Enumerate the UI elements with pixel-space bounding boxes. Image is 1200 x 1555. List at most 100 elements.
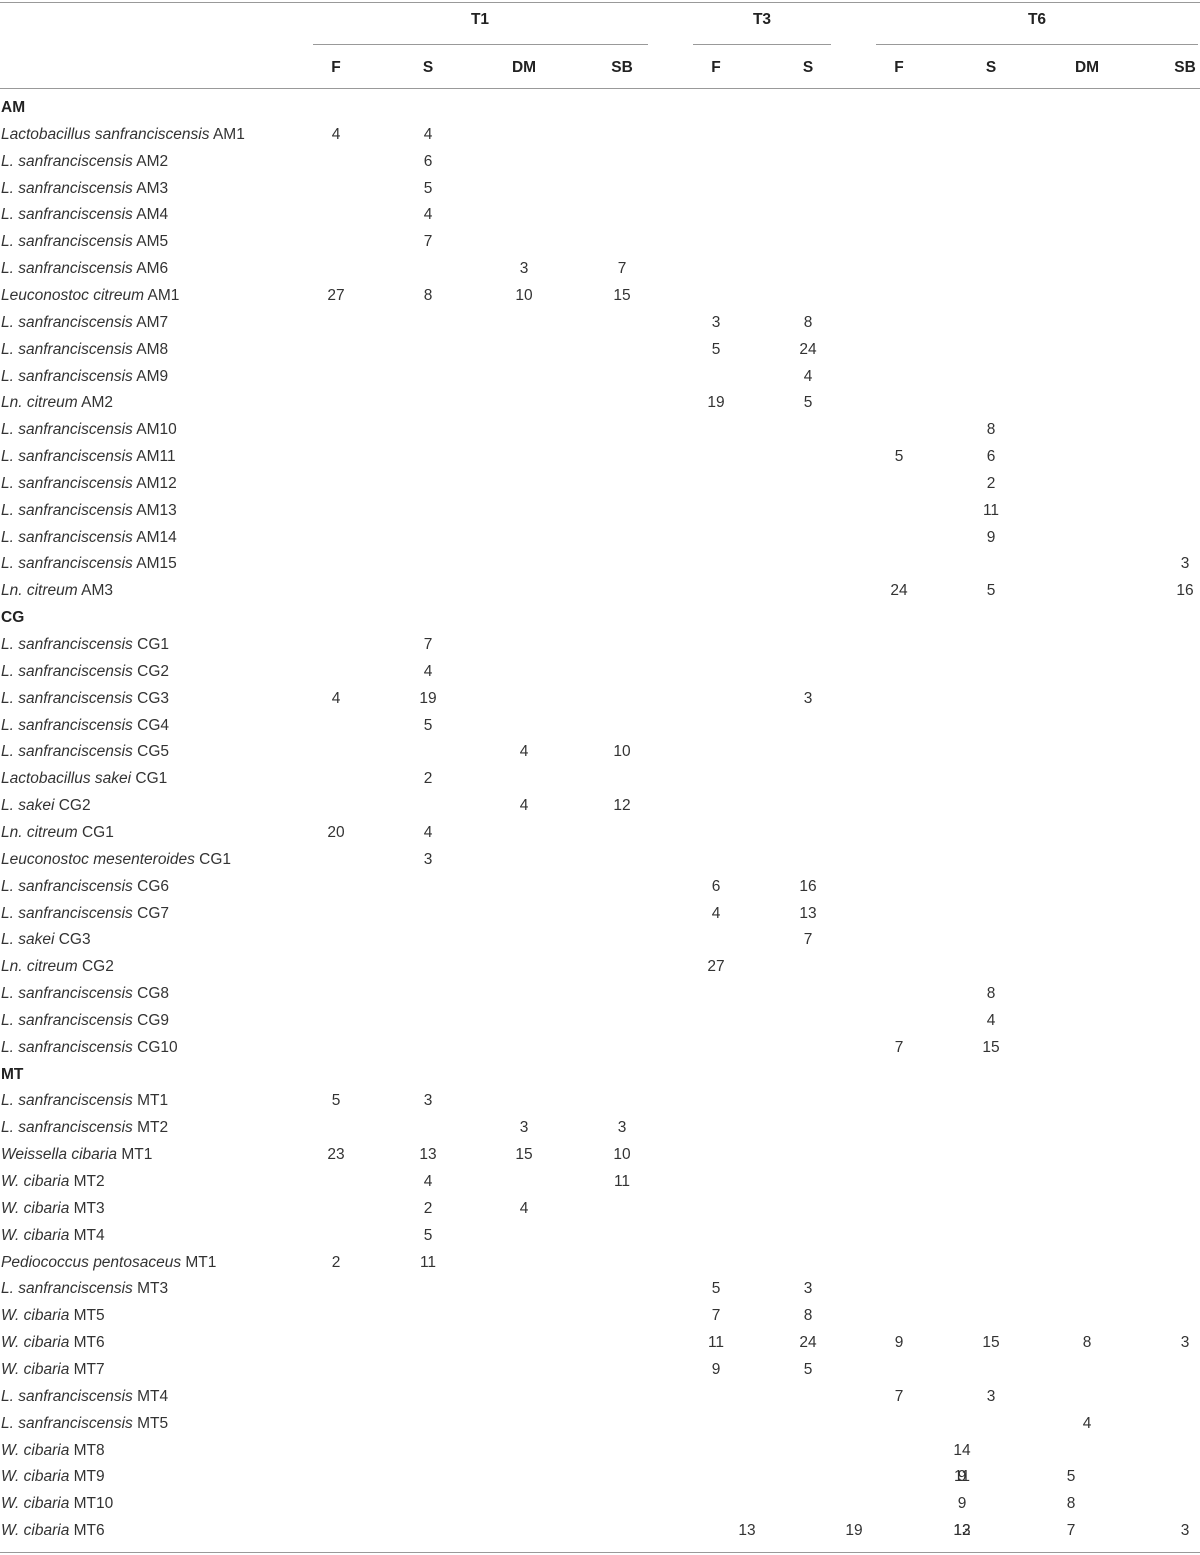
strain-label: W. cibaria MT9 bbox=[1, 1467, 105, 1487]
species-name: Ln. citreum bbox=[1, 958, 78, 976]
strain-code: AM9 bbox=[132, 367, 169, 385]
strain-code: MT1 bbox=[181, 1253, 217, 1271]
species-name: W. cibaria bbox=[1, 1522, 70, 1540]
species-name: L. sanfranciscensis bbox=[1, 1414, 133, 1432]
value-cell: 4 bbox=[519, 743, 529, 761]
column-header: F bbox=[711, 59, 721, 76]
value-cell: 9 bbox=[894, 1334, 904, 1352]
strain-label: L. sanfranciscensis AM6 bbox=[1, 259, 168, 279]
value-cell: 16 bbox=[1176, 582, 1194, 600]
value-cell: 4 bbox=[711, 904, 721, 922]
strain-code: CG1 bbox=[194, 850, 232, 868]
value-cell: 10 bbox=[613, 743, 631, 761]
value-cell: 3 bbox=[803, 1280, 813, 1298]
value-cell: 6 bbox=[423, 152, 433, 170]
value-cell: 5 bbox=[423, 179, 433, 197]
species-name: L. sanfranciscensis bbox=[1, 904, 133, 922]
strain-code: CG5 bbox=[132, 743, 169, 761]
strain-code: CG1 bbox=[77, 823, 114, 841]
species-name: W. cibaria bbox=[1, 1495, 70, 1513]
value-cell: 3 bbox=[986, 1387, 996, 1405]
value-cell: 19 bbox=[419, 689, 437, 707]
value-cell: 15 bbox=[515, 1146, 533, 1164]
column-header: S bbox=[985, 59, 997, 76]
strain-label: L. sanfranciscensis AM14 bbox=[1, 528, 177, 548]
strain-label: W. cibaria MT8 bbox=[1, 1441, 105, 1461]
species-name: W. cibaria bbox=[1, 1307, 70, 1325]
strain-label: L. sanfranciscensis CG4 bbox=[1, 716, 169, 736]
value-cell: 11 bbox=[613, 1173, 631, 1190]
value-cell: 15 bbox=[613, 286, 631, 304]
strain-label: L. sanfranciscensis MT2 bbox=[1, 1118, 168, 1138]
species-name: Lactobacillus sanfranciscensis bbox=[1, 125, 210, 143]
strain-label: L. sanfranciscensis MT3 bbox=[1, 1279, 168, 1299]
group-header-rule bbox=[693, 44, 831, 45]
value-cell: 4 bbox=[1082, 1414, 1092, 1432]
species-name: L. sanfranciscensis bbox=[1, 448, 133, 466]
strain-code: AM5 bbox=[132, 233, 169, 251]
value-cell: 5 bbox=[1066, 1468, 1076, 1486]
species-name: L. sanfranciscensis bbox=[1, 152, 133, 170]
value-cell: 11 bbox=[419, 1253, 437, 1271]
strain-code: MT3 bbox=[69, 1199, 105, 1217]
strain-code: AM15 bbox=[132, 555, 177, 573]
strain-code: MT4 bbox=[132, 1387, 169, 1405]
strain-code: CG2 bbox=[54, 797, 91, 815]
strain-label: L. sanfranciscensis CG10 bbox=[1, 1038, 178, 1058]
species-name: Pediococcus pentosaceus bbox=[1, 1253, 182, 1271]
value-cell: 5 bbox=[711, 340, 721, 358]
strain-label: W. cibaria MT6 bbox=[1, 1521, 105, 1541]
group-header: T3 bbox=[752, 11, 772, 28]
value-cell: 11 bbox=[707, 1334, 725, 1352]
strain-label: Leuconostoc citreum AM1 bbox=[1, 286, 179, 306]
section-label: CG bbox=[1, 609, 25, 627]
species-name: L. sanfranciscensis bbox=[1, 877, 133, 895]
species-name: L. sanfranciscensis bbox=[1, 260, 133, 278]
value-cell: 5 bbox=[803, 1360, 813, 1378]
strain-label: W. cibaria MT10 bbox=[1, 1494, 113, 1514]
strain-label: L. sanfranciscensis CG2 bbox=[1, 662, 169, 682]
value-cell: 7 bbox=[711, 1307, 721, 1325]
value-cell: 5 bbox=[803, 394, 813, 412]
value-cell: 8 bbox=[1082, 1334, 1092, 1352]
strain-label: L. sanfranciscensis AM8 bbox=[1, 340, 168, 360]
strain-label: L. sanfranciscensis CG5 bbox=[1, 742, 169, 762]
table-bottom-rule bbox=[0, 1552, 1200, 1553]
species-name: L. sanfranciscensis bbox=[1, 555, 133, 573]
strain-code: CG1 bbox=[131, 770, 168, 788]
strain-label: Leuconostoc mesenteroides CG1 bbox=[1, 850, 231, 870]
strain-label: L. sanfranciscensis AM2 bbox=[1, 152, 168, 172]
value-cell: 4 bbox=[423, 823, 433, 841]
strain-label: L. sanfranciscensis MT5 bbox=[1, 1414, 168, 1434]
species-name: L. sanfranciscensis bbox=[1, 367, 133, 385]
strain-code: AM14 bbox=[132, 528, 177, 546]
species-name: L. sanfranciscensis bbox=[1, 1119, 133, 1137]
value-cell: 3 bbox=[423, 1092, 433, 1110]
strain-label: Ln. citreum AM3 bbox=[1, 581, 113, 601]
strain-code: MT7 bbox=[69, 1360, 105, 1378]
species-name: Ln. citreum bbox=[1, 823, 78, 841]
value-cell: 5 bbox=[894, 448, 904, 466]
species-name: L. sanfranciscensis bbox=[1, 1038, 133, 1056]
value-cell: 7 bbox=[894, 1038, 904, 1056]
strain-label: W. cibaria MT4 bbox=[1, 1226, 105, 1246]
strain-label: Ln. citreum AM2 bbox=[1, 393, 113, 413]
strain-label: Pediococcus pentosaceus MT1 bbox=[1, 1253, 216, 1273]
value-cell: 13 bbox=[419, 1146, 437, 1164]
strain-code: AM3 bbox=[132, 179, 169, 197]
value-cell: 23 bbox=[327, 1146, 345, 1164]
value-cell: 20 bbox=[327, 823, 345, 841]
value-cell: 19 bbox=[707, 394, 725, 412]
value-cell: 4 bbox=[331, 125, 341, 143]
value-cell: 24 bbox=[890, 582, 908, 600]
strain-code: AM12 bbox=[132, 474, 177, 492]
strain-code: AM8 bbox=[132, 340, 169, 358]
value-cell: 5 bbox=[331, 1092, 341, 1110]
value-cell: 3 bbox=[617, 1119, 627, 1137]
strain-code: CG4 bbox=[132, 716, 169, 734]
value-cell: 24 bbox=[799, 340, 817, 358]
value-cell: 8 bbox=[423, 286, 433, 304]
strain-label: L. sanfranciscensis AM9 bbox=[1, 367, 168, 387]
value-cell: 8 bbox=[986, 985, 996, 1003]
species-name: Ln. citreum bbox=[1, 394, 78, 412]
